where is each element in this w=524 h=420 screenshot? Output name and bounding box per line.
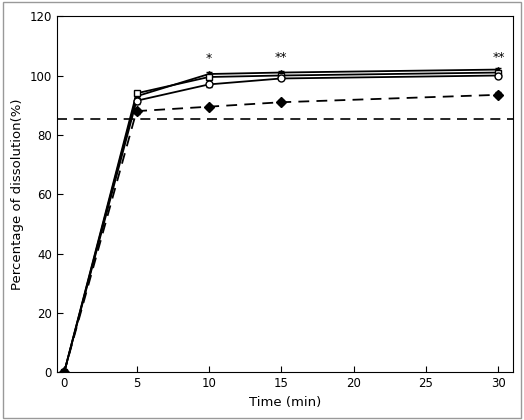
Text: **: ** xyxy=(492,51,505,63)
Y-axis label: Percentage of dissolution(%): Percentage of dissolution(%) xyxy=(11,99,24,290)
Text: **: ** xyxy=(275,51,288,63)
Text: *: * xyxy=(206,52,212,65)
X-axis label: Time (min): Time (min) xyxy=(249,396,321,409)
